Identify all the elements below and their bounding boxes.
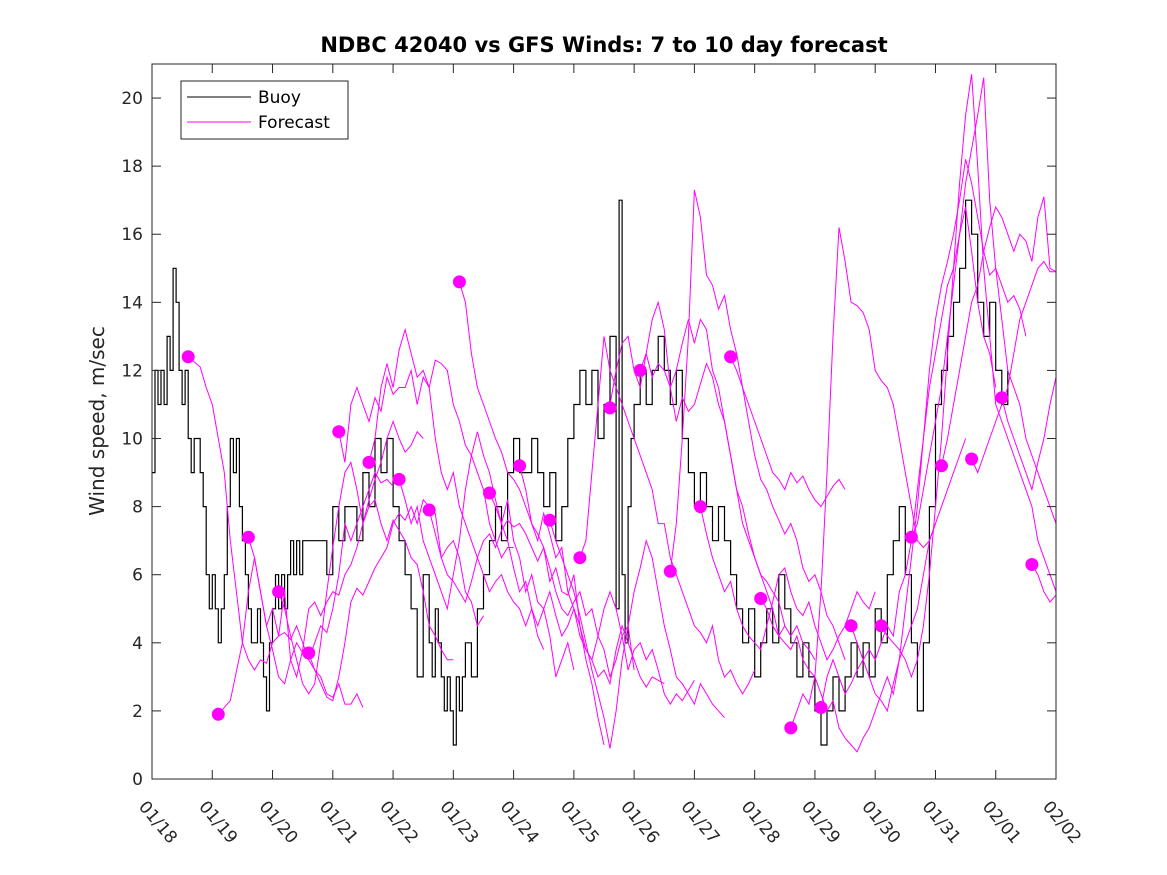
forecast-line-4 [278, 461, 454, 695]
forecast-start-marker [422, 503, 436, 517]
forecast-start-marker [452, 275, 466, 289]
forecast-start-marker [814, 701, 828, 714]
forecast-series-layer [187, 74, 1057, 753]
y-tick-label: 14 [121, 293, 143, 313]
forecast-start-marker [181, 350, 195, 364]
legend-box [180, 80, 349, 140]
forecast-start-marker [211, 707, 225, 721]
forecast-start-marker [241, 530, 255, 544]
forecast-start-marker [995, 391, 1009, 405]
forecast-line-12 [519, 465, 695, 706]
y-tick-label: 18 [121, 157, 143, 177]
forecast-start-marker [633, 363, 647, 377]
forecast-line-23 [850, 159, 1027, 713]
forecast-start-marker [302, 646, 316, 660]
forecast-line-7 [368, 327, 545, 650]
forecast-line-20 [760, 523, 936, 753]
forecast-line-27 [971, 260, 1056, 474]
y-tick-label: 0 [132, 770, 143, 790]
buoy-line [152, 199, 1009, 746]
forecast-line-16 [639, 300, 816, 661]
y-axis: 0 2 4 6 8 10 12 14 16 18 20 [121, 89, 1056, 790]
buoy-series-layer [152, 199, 1009, 746]
forecast-line-14 [579, 336, 756, 695]
forecast-line-8 [398, 431, 575, 678]
legend-buoy-label: Buoy [258, 88, 301, 108]
forecast-start-marker [332, 425, 346, 439]
forecast-start-marker [754, 592, 768, 605]
y-tick-label: 10 [121, 430, 143, 450]
forecast-line-22 [820, 206, 997, 708]
forecast-line-25 [910, 77, 1057, 538]
axes-box [151, 63, 1057, 780]
chart-title: NDBC 42040 vs GFS Winds: 7 to 10 day for… [320, 33, 887, 57]
forecast-start-marker [543, 513, 557, 527]
y-tick-label: 16 [121, 225, 143, 245]
legend: Buoy Forecast [180, 80, 349, 140]
plot-area [151, 63, 1057, 780]
forecast-start-marker [904, 530, 918, 544]
y-tick-label: 6 [132, 566, 143, 586]
forecast-start-marker [483, 486, 496, 500]
forecast-start-marker [573, 551, 587, 565]
forecast-start-marker [1025, 558, 1039, 571]
forecast-start-marker [513, 459, 527, 473]
y-tick-label: 12 [121, 361, 143, 381]
forecast-line-3 [247, 420, 424, 685]
forecast-start-marker [965, 452, 979, 466]
forecast-line-9 [428, 509, 605, 746]
forecast-line-10 [458, 281, 635, 679]
forecast-line-21 [790, 227, 967, 729]
forecast-line-26 [941, 196, 1057, 466]
forecast-line-13 [549, 520, 725, 749]
forecast-line-29 [1031, 564, 1057, 603]
y-tick-label: 8 [132, 498, 143, 518]
y-axis-label: Wind speed, m/sec [85, 326, 109, 516]
forecast-start-marker [935, 459, 948, 473]
forecast-start-marker [724, 350, 738, 364]
forecast-start-marker [874, 619, 888, 633]
forecast-start-marker [362, 455, 376, 469]
forecast-start-marker [272, 585, 286, 599]
forecast-line-17 [669, 189, 846, 660]
forecast-line-11 [489, 492, 665, 689]
forecast-line-28 [1001, 377, 1057, 492]
forecast-markers-layer [181, 275, 1039, 735]
y-tick-label: 2 [132, 702, 143, 722]
forecast-line-24 [880, 74, 1057, 679]
legend-forecast-label: Forecast [258, 113, 330, 133]
forecast-line-5 [308, 498, 484, 702]
y-tick-label: 20 [121, 89, 143, 109]
forecast-start-marker [663, 564, 677, 578]
y-tick-label: 4 [132, 634, 143, 654]
forecast-start-marker [844, 619, 858, 633]
forecast-start-marker [392, 472, 406, 486]
forecast-start-marker [784, 721, 798, 735]
forecast-start-marker [693, 500, 707, 514]
forecast-start-marker [603, 401, 617, 415]
